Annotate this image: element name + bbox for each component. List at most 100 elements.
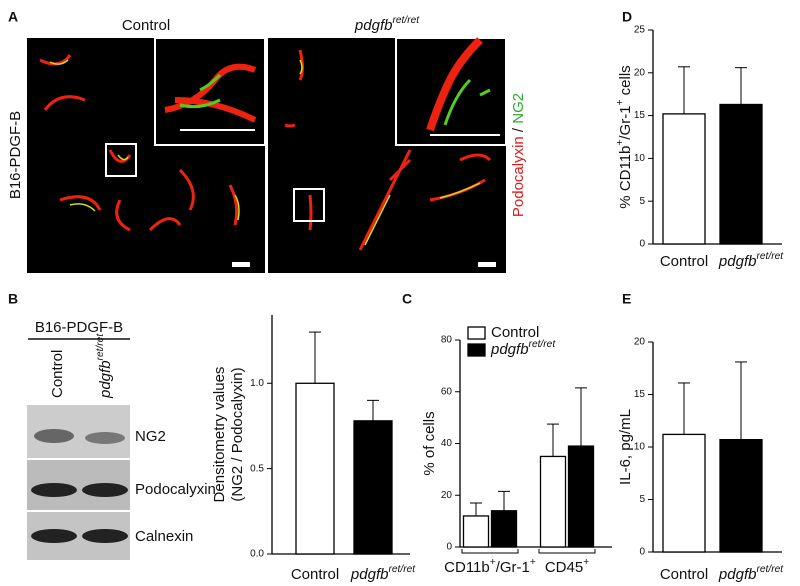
x-tick-label: pdgfbret/ret <box>718 251 784 270</box>
y-tick-label: 0.5 <box>250 463 264 474</box>
x-tick-label: pdgfbret/ret <box>718 564 784 583</box>
band-label: NG2 <box>135 428 166 445</box>
row-label: B16-PDGF-B <box>7 111 24 199</box>
column-label: Control <box>122 17 170 34</box>
y-tick-label: 15 <box>634 389 646 400</box>
y-axis-label: % CD11b+/Gr-1+ cells <box>615 65 634 208</box>
y-tick-label: 10 <box>634 153 646 164</box>
y-axis-label-part: cells <box>617 65 634 99</box>
lane-label-part: pdgfb <box>97 360 114 399</box>
y-tick-label: 1.0 <box>250 378 264 389</box>
bar <box>719 103 763 245</box>
bar-group <box>539 423 567 548</box>
column-label: pdgfbret/ret <box>354 15 420 34</box>
y-tick-label: 60 <box>441 386 453 397</box>
y-axis-label: % of cells <box>421 411 438 475</box>
y-tick-label: 20 <box>441 490 453 501</box>
bar-group <box>353 399 393 555</box>
y-tick-label: 5 <box>639 196 645 207</box>
band-label: Podocalyxin <box>135 481 216 498</box>
y-tick-label: 80 <box>441 335 453 346</box>
y-axis-label-part: /Gr-1 <box>617 105 634 139</box>
y-tick-label: 20 <box>634 67 646 78</box>
x-tick-label-part: + <box>490 557 496 568</box>
legend-label: Control <box>491 324 539 341</box>
x-tick-label: Control <box>660 566 708 583</box>
lane-label-part: ret/ret <box>95 333 106 361</box>
legend-name: Control <box>491 324 539 341</box>
x-tick-label-part: pdgfb <box>718 566 757 583</box>
western-blot <box>27 338 130 560</box>
bar <box>539 455 567 548</box>
x-tick-label-part: pdgfb <box>718 253 757 270</box>
x-tick-label-part: Control <box>660 253 708 270</box>
panel-letter: D <box>622 9 632 25</box>
bar-group <box>490 490 518 548</box>
stain-part: / <box>510 124 527 137</box>
legend-sup: ret/ret <box>529 339 557 350</box>
bar-group <box>719 361 763 553</box>
y-tick-label: 20 <box>634 337 646 348</box>
bar-group <box>295 331 335 555</box>
bar-group <box>662 66 706 245</box>
y-axis-label-part: IL-6, pg/mL <box>617 409 634 485</box>
y-tick-label: 0 <box>639 547 645 558</box>
y-tick-label: 40 <box>441 438 453 449</box>
x-tick-label-part: ret/ret <box>388 564 416 575</box>
panel-letter: C <box>402 291 412 307</box>
legend-label: pdgfbret/ret <box>490 339 556 358</box>
y-tick-label: 5 <box>639 494 645 505</box>
panel-letter: E <box>622 291 631 307</box>
lane-label: Control <box>49 350 66 398</box>
y-tick-label: 0.0 <box>250 549 264 560</box>
group-bracket <box>538 549 596 554</box>
y-axis-label-part: + <box>615 140 626 146</box>
y-axis-label: (NG2 / Podocalyxin) <box>229 367 246 501</box>
group-bracket <box>461 549 519 554</box>
bar-group <box>567 387 595 548</box>
x-tick-label-part: + <box>530 557 536 568</box>
y-tick-label: 15 <box>634 110 646 121</box>
x-tick-label: CD45+ <box>545 557 589 576</box>
lane-label-part: Control <box>49 350 66 398</box>
x-tick-label-part: Control <box>660 566 708 583</box>
y-tick-label: 0 <box>639 239 645 250</box>
x-tick-label-part: ret/ret <box>756 251 784 262</box>
x-tick-label-part: CD11b <box>444 559 490 576</box>
x-tick-label-part: pdgfb <box>350 566 389 583</box>
x-tick-label: Control <box>660 253 708 270</box>
x-tick-label-part: CD45 <box>545 559 583 576</box>
bar <box>719 438 763 553</box>
column-label-part: pdgfb <box>354 17 393 34</box>
bar-group <box>462 502 490 548</box>
bar-group <box>719 67 763 245</box>
bar <box>295 382 335 555</box>
column-label-part: ret/ret <box>392 15 420 26</box>
y-axis-label: IL-6, pg/mL <box>617 409 634 485</box>
x-tick-label-part: /Gr-1 <box>496 559 530 576</box>
stain-part: NG2 <box>510 93 527 124</box>
x-tick-label-part: + <box>583 557 589 568</box>
stain-label: Podocalyxin / NG2 <box>510 93 527 217</box>
bar <box>662 433 706 553</box>
y-axis-label: Densitometry values <box>211 367 228 503</box>
y-axis-label-part: % CD11b <box>617 146 634 209</box>
legend-swatch <box>467 326 486 340</box>
bar <box>662 113 706 245</box>
y-tick-label: 0 <box>446 542 452 553</box>
bar-group <box>662 382 706 553</box>
x-tick-label-part: ret/ret <box>756 564 784 575</box>
y-tick-label: 10 <box>634 442 646 453</box>
lane-label: pdgfbret/ret <box>95 333 114 399</box>
x-tick-label: Control <box>291 566 339 583</box>
column-label-part: Control <box>122 17 170 34</box>
bar <box>353 420 393 555</box>
legend-name: pdgfb <box>490 341 529 358</box>
band-label: Calnexin <box>135 528 193 545</box>
micrograph-mutant <box>268 37 507 273</box>
x-tick-label-part: Control <box>291 566 339 583</box>
panel-letter: B <box>8 291 18 307</box>
stain-part: Podocalyxin <box>510 136 527 217</box>
x-tick-label: pdgfbret/ret <box>350 564 416 583</box>
